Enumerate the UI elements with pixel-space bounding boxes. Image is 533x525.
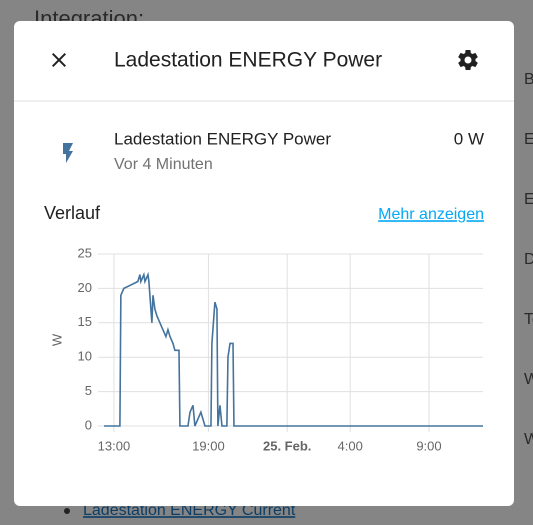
bullet [64,508,70,514]
page-link[interactable]: Ladestation ENERGY Current [83,502,296,519]
side-item: Be [524,71,533,88]
settings-button[interactable] [458,50,478,70]
y-axis-label: W [49,333,64,346]
entity-name: Ladestation ENERGY Power [114,129,331,148]
y-tick-label: 20 [78,280,92,295]
x-tick-label: 4:00 [338,438,363,453]
x-tick-label: 13:00 [98,438,131,453]
side-item: Te [524,311,533,328]
entity-last-changed: Vor 4 Minuten [114,156,213,173]
y-tick-label: 5 [85,383,92,398]
x-tick-label: 19:00 [192,438,225,453]
side-item: W [524,371,533,388]
y-tick-label: 25 [78,245,92,260]
y-tick-label: 0 [85,417,92,432]
dialog-title: Ladestation ENERGY Power [114,49,382,72]
y-tick-label: 15 [78,314,92,329]
history-heading: Verlauf [44,203,101,223]
data-line [104,271,483,427]
close-button[interactable] [52,53,66,67]
y-tick-label: 10 [78,349,92,364]
chart: 0 5 10 15 20 25 13:00 19:00 25. Feb. 4:00 9:00 [78,245,483,453]
side-item: Es [524,191,533,208]
dialog [14,21,514,506]
side-item: Es [524,131,533,148]
x-tick-label: 25. Feb. [263,438,311,453]
more-link[interactable]: Mehr anzeigen [378,206,484,223]
side-item: W [524,431,533,448]
entity-state: 0 W [454,129,484,148]
side-item: DI [524,251,533,268]
side-list: Be Es Es DI Te W W [524,71,533,448]
x-tick-label: 9:00 [416,438,441,453]
entity-icon [63,143,73,163]
